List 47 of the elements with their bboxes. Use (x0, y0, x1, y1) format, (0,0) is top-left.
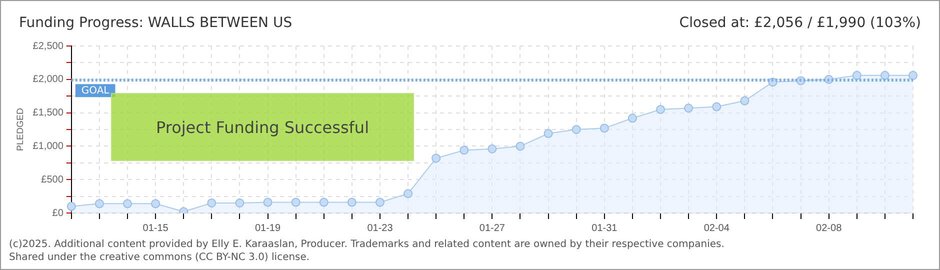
point (684, 104, 694, 113)
point (544, 129, 553, 138)
chart-subtitle: Closed at: £2,056 / £1,990 (103%) (679, 15, 921, 31)
y-axis-title: PLEDGED (14, 107, 25, 152)
point (122, 199, 132, 208)
ref-line-label: GOAL (81, 86, 110, 97)
y-tick-label: £1,500 (32, 108, 64, 119)
point (432, 154, 441, 163)
y-tick-label: £0 (52, 208, 64, 219)
point (263, 198, 272, 207)
y-tick-label: £1,000 (32, 140, 64, 152)
point (600, 124, 609, 133)
point (347, 198, 356, 207)
point (572, 125, 581, 134)
y-tick-label: £2,500 (32, 40, 64, 52)
x-tick-label: 02-04 (704, 222, 730, 234)
point (404, 189, 413, 198)
x-tick-label: 01-23 (367, 222, 394, 234)
point (880, 70, 890, 80)
point (151, 199, 160, 208)
point (488, 144, 497, 154)
text: Shared under the creative commons (CC BY-NC 3.0) license. (9, 251, 311, 264)
point (66, 202, 76, 211)
point (628, 114, 637, 123)
point (235, 198, 244, 208)
point (852, 70, 862, 80)
point (656, 104, 666, 114)
point (291, 198, 300, 207)
point (460, 146, 469, 155)
point (740, 96, 750, 106)
point (94, 199, 104, 208)
point (516, 142, 525, 151)
point (375, 198, 384, 207)
x-tick-label: 01-31 (592, 222, 618, 234)
point (908, 70, 918, 80)
y-tick-label: £500 (41, 174, 64, 186)
x-tick-label: 01-19 (254, 222, 281, 234)
point (207, 198, 216, 208)
x-tick-label: 02-08 (816, 222, 842, 234)
x-tick-label: 01-15 (142, 222, 169, 234)
text: (c)2025. Additional content provided by Elly E. Karaaslan, Producer. Trademarks and related content are owned by their respective companies. (9, 238, 724, 251)
point (712, 102, 722, 112)
x-tick-label: 01-27 (479, 222, 506, 234)
chart-title: Funding Progress: WALLS BETWEEN US (19, 15, 292, 31)
y-tick-label: £2,000 (32, 74, 64, 86)
point (319, 198, 328, 207)
success-banner: Project Funding Successful (111, 93, 414, 161)
